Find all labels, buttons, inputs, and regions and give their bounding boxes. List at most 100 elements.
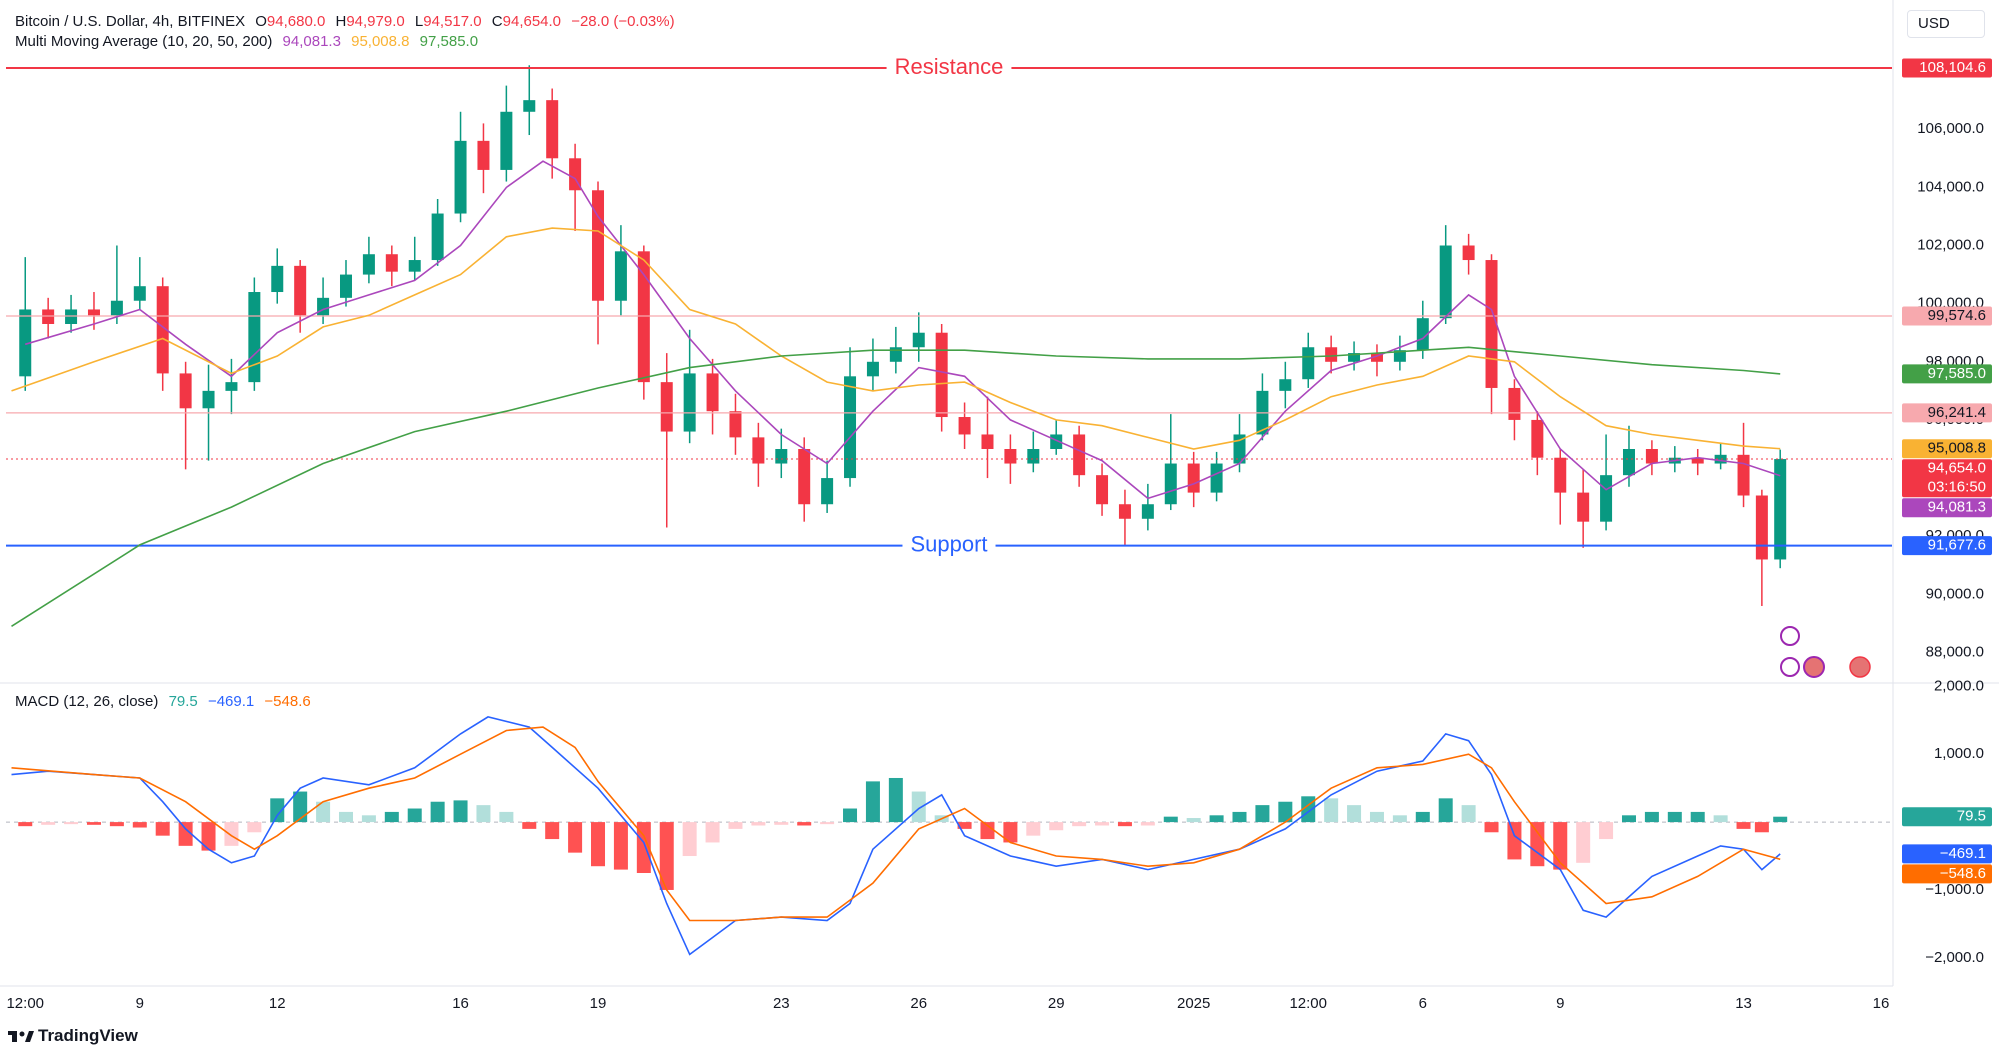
histogram-bar: [270, 798, 285, 823]
histogram-bar: [453, 800, 468, 823]
candle-body: [935, 332, 948, 418]
y-tick-label: 2,000.0: [1934, 677, 1984, 694]
histogram-bar: [568, 822, 583, 853]
histogram-bar: [41, 822, 56, 825]
histogram-bar: [1140, 822, 1155, 826]
y-tick-label: 88,000.0: [1926, 643, 1984, 660]
ohlc-value: 94,654.0: [502, 13, 562, 30]
brand-logo: [8, 1031, 34, 1042]
candle-body: [431, 213, 444, 261]
candle-body: [1416, 318, 1429, 351]
price-badge: [1902, 459, 1992, 498]
histogram-bar: [293, 791, 308, 823]
price-badge-label: 91,677.6: [1928, 537, 1986, 554]
macd-title: MACD (12, 26, close): [15, 693, 159, 710]
ohlc-value: 94,517.0: [423, 13, 482, 30]
candle-body: [1755, 495, 1768, 560]
ohlc-key: C: [491, 13, 503, 30]
histogram-bar: [316, 801, 331, 823]
macd-line: [11, 726, 1781, 922]
histogram-bar: [1667, 811, 1682, 823]
candle-body: [1774, 459, 1787, 560]
histogram-bar: [1072, 822, 1087, 827]
candle-body: [477, 140, 490, 170]
candle-body: [1233, 434, 1246, 464]
histogram-bar: [430, 801, 445, 823]
price-badge-label: 79.5: [1957, 808, 1986, 825]
candle-body: [706, 373, 719, 412]
candle-body: [1073, 434, 1086, 476]
histogram-bar: [1530, 822, 1545, 867]
y-tick-label: −2,000.0: [1925, 949, 1984, 966]
histogram-bar: [224, 822, 239, 846]
histogram-bar: [407, 808, 422, 823]
macd-value: −548.6: [264, 693, 311, 710]
x-tick-label: 19: [590, 995, 607, 1012]
macd-line: [11, 716, 1781, 956]
histogram-bar: [338, 811, 353, 823]
candle-body: [1164, 463, 1177, 505]
candle-body: [1004, 448, 1017, 464]
price-badge: [1902, 364, 1992, 384]
histogram-bar: [843, 808, 858, 823]
symbol: Bitcoin / U.S. Dollar, 4h, BITFINEX: [15, 13, 246, 30]
candle-body: [1370, 353, 1383, 362]
histogram-bar: [1324, 798, 1339, 823]
histogram-bar: [1415, 811, 1430, 823]
histogram-bar: [1736, 822, 1751, 829]
ohlc-key: O: [255, 13, 267, 30]
x-tick-label: 12:00: [1289, 995, 1327, 1012]
price-badge-label: 96,241.4: [1928, 404, 1986, 421]
price-badge-label: 97,585.0: [1928, 365, 1986, 382]
candle-body: [1279, 379, 1292, 391]
histogram-bar: [201, 822, 216, 851]
histogram-bar: [1576, 822, 1591, 863]
y-tick-label: −1,000.0: [1925, 881, 1984, 898]
flag-icon[interactable]: [1849, 656, 1871, 678]
candle-body: [1302, 347, 1315, 380]
price-badge-label: 03:16:50: [1928, 479, 1986, 496]
histogram-bar: [1392, 815, 1407, 823]
candle-body: [65, 309, 78, 324]
histogram-bar: [1690, 811, 1705, 823]
histogram-bar: [178, 822, 193, 846]
price-badge: [1902, 807, 1992, 827]
moving-average: [24, 160, 1781, 500]
event-icon[interactable]: [1780, 626, 1800, 646]
macd-value: 79.5: [168, 693, 198, 710]
candle-body: [339, 274, 352, 298]
macd-value: −469.1: [207, 693, 255, 710]
histogram-bar: [911, 791, 926, 823]
histogram-bar: [1461, 805, 1476, 823]
candle-body: [660, 382, 673, 432]
candle-body: [1393, 350, 1406, 362]
histogram-bar: [1644, 811, 1659, 823]
price-badge: [1902, 844, 1992, 864]
event-icon[interactable]: [1780, 657, 1800, 677]
candle-body: [133, 286, 146, 301]
candle-body: [1622, 448, 1635, 476]
candle-body: [1531, 419, 1544, 458]
change: −28.0 (−0.03%): [571, 13, 675, 30]
candle-body: [156, 286, 169, 374]
histogram-bar: [132, 822, 147, 828]
candle-body: [1325, 347, 1338, 362]
histogram-bar: [636, 822, 651, 873]
histogram-bar: [888, 777, 903, 823]
currency-button[interactable]: USD: [1907, 10, 1985, 38]
histogram-bar: [1599, 822, 1614, 840]
histogram-bar: [384, 811, 399, 823]
event-icons[interactable]: [1780, 626, 1871, 678]
price-badge: [1902, 498, 1992, 518]
histogram-bar: [865, 781, 880, 823]
histogram-bar: [476, 805, 491, 823]
candle-body: [110, 300, 123, 316]
candle-body: [798, 448, 811, 505]
level-label-bg: [902, 531, 996, 557]
histogram-bar: [361, 815, 376, 823]
histogram-bar: [1621, 815, 1636, 823]
flag-icon[interactable]: [1803, 656, 1825, 678]
histogram-bar: [1484, 822, 1499, 833]
y-tick-label: 106,000.0: [1917, 120, 1984, 137]
